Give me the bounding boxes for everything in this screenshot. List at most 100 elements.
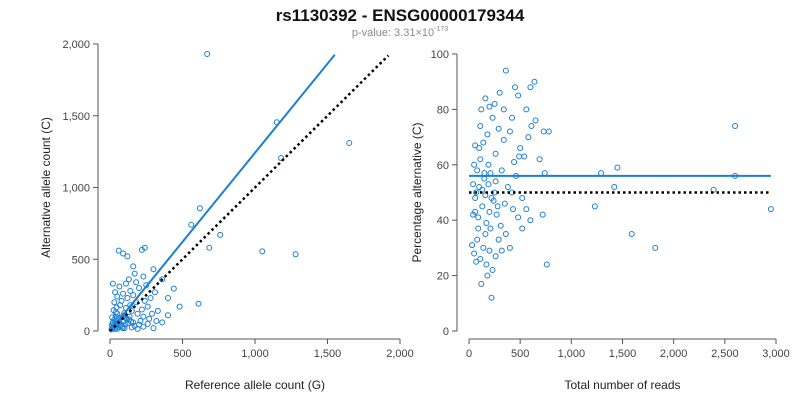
panel1-data-point	[491, 100, 498, 107]
panel0-data-point	[144, 303, 151, 310]
panel0-data-point	[130, 263, 137, 270]
pvalue-exponent: -173	[434, 26, 448, 33]
panel1-data-point	[591, 203, 598, 210]
panel1-data-point	[477, 123, 484, 130]
panel0-data-point	[121, 325, 128, 332]
panel0-x-axis-label: Reference allele count (G)	[185, 378, 325, 392]
panel1-data-point	[506, 128, 513, 135]
panel0-data-point	[176, 303, 183, 310]
panel0-data-point	[130, 292, 137, 299]
panel0-data-point	[111, 299, 118, 306]
panel1-y-tick-label: 80	[437, 104, 449, 116]
panel1-data-point	[545, 128, 552, 135]
panel1-data-point	[481, 175, 488, 182]
panel1-data-point	[732, 123, 739, 130]
panel1-data-point	[543, 261, 550, 268]
panel0-data-point	[188, 221, 195, 228]
panel1-data-point	[512, 84, 519, 91]
panel1-data-point	[523, 106, 530, 113]
panel0-data-point	[118, 314, 125, 321]
panel1-data-point	[652, 244, 659, 251]
panel1-data-point	[475, 225, 482, 232]
panel0-data-point	[131, 270, 138, 277]
panel0-reference-line	[109, 54, 390, 332]
panel1-data-point	[614, 164, 621, 171]
panel1-data-point	[485, 161, 492, 168]
panel1-data-point	[519, 225, 526, 232]
panel1-data-point	[480, 139, 487, 146]
panel0-data-point	[141, 297, 148, 304]
panel1-x-tick-label: 2,000	[660, 348, 688, 360]
panel0-data-point	[133, 279, 140, 286]
panel1-x-tick-label: 500	[511, 348, 529, 360]
panel1-data-point	[495, 236, 502, 243]
panel1-data-point	[497, 222, 504, 229]
panel1-y-tick-label: 60	[437, 160, 449, 172]
panel1-data-point	[475, 214, 482, 221]
panel0-data-point	[170, 285, 177, 292]
panel1-data-point	[492, 178, 499, 185]
panel0-data-point	[134, 325, 141, 332]
panel0-data-point	[118, 297, 125, 304]
panel0-data-point	[259, 248, 266, 255]
panel1-data-point	[489, 114, 496, 121]
panel1-data-point	[494, 203, 501, 210]
panel0-data-point	[109, 280, 116, 287]
panel1-data-point	[483, 219, 490, 226]
panel0-data-point	[165, 312, 171, 319]
panel1-data-point	[489, 267, 496, 274]
panel1-data-point	[508, 114, 515, 121]
panel1-data-point	[531, 78, 538, 85]
scatter-panel-percentage: 0 500 1,000 1,500 2,000 2,500 3,000 0 20 40 60 80 10…	[410, 49, 790, 392]
panel1-y-tick-label: 20	[437, 271, 449, 283]
panel0-data-point	[150, 266, 157, 273]
panel0-data-point	[110, 307, 117, 314]
panel0-data-point	[204, 51, 211, 58]
panel0-data-point	[217, 231, 224, 238]
panel0-data-point	[154, 307, 161, 314]
panel0-y-tick-label: 0	[84, 326, 90, 338]
panel1-data-point	[515, 214, 522, 221]
panel1-y-tick-label: 40	[437, 215, 449, 227]
panel0-data-point	[196, 205, 203, 212]
panel1-data-point	[473, 189, 480, 196]
panel1-data-point	[484, 272, 491, 279]
panel1-data-point	[486, 103, 493, 110]
panel0-data-point	[140, 323, 147, 330]
panel1-data-point	[486, 247, 493, 254]
panel1-y-tick-label: 100	[431, 49, 449, 61]
panel0-data-point	[278, 155, 285, 162]
panel1-x-tick-label: 0	[466, 348, 472, 360]
panel1-data-point	[527, 84, 534, 91]
panel1-data-point	[506, 244, 513, 251]
panel1-data-point	[471, 161, 478, 168]
panel1-data-point	[484, 131, 491, 138]
panel0-y-axis-label: Alternative allele count (C)	[39, 117, 53, 258]
panel0-data-point	[165, 294, 171, 301]
panel1-data-point	[474, 236, 481, 243]
panel0-data-point	[144, 320, 151, 327]
panel0-data-point	[292, 251, 299, 258]
panel0-y-tick-label: 500	[72, 254, 90, 266]
panel1-data-point	[471, 250, 478, 257]
panel0-data-point	[159, 319, 166, 326]
panel0-data-point	[136, 284, 142, 291]
panel1-data-point	[477, 255, 484, 262]
panel1-data-point	[628, 231, 635, 238]
panel1-data-point	[496, 89, 503, 96]
panel0-data-point	[124, 253, 131, 260]
panel1-data-point	[480, 244, 487, 251]
panel1-data-point	[472, 142, 479, 149]
panel1-data-point	[502, 67, 509, 74]
panel1-data-point	[536, 156, 543, 163]
panel1-data-point	[478, 106, 485, 113]
panel1-data-point	[510, 206, 517, 213]
panel0-data-point	[137, 317, 144, 324]
panel1-data-point	[470, 211, 477, 218]
panel1-data-point	[479, 203, 486, 210]
panel1-data-point	[482, 231, 489, 238]
panel1-data-point	[492, 253, 499, 260]
panel0-data-point	[122, 280, 129, 287]
panel0-data-point	[124, 294, 131, 301]
